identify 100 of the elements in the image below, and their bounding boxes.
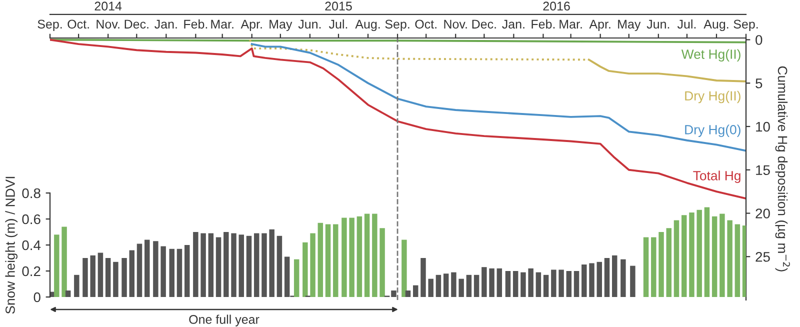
series-label: Wet Hg(II) bbox=[681, 49, 740, 62]
bar bbox=[238, 234, 244, 297]
bar bbox=[402, 240, 407, 297]
y-tick-label: 0.6 bbox=[22, 214, 40, 224]
bar bbox=[689, 212, 694, 297]
bar bbox=[302, 242, 308, 297]
bar bbox=[262, 233, 267, 297]
bar bbox=[512, 271, 518, 297]
y-tick-label: 0.4 bbox=[22, 240, 41, 250]
x-tick-label: Dec. bbox=[472, 20, 496, 29]
bar bbox=[184, 245, 190, 297]
x-tick-label: Nov. bbox=[96, 20, 120, 29]
bar bbox=[681, 215, 687, 297]
bar bbox=[720, 214, 725, 297]
bar bbox=[443, 274, 449, 297]
bar bbox=[727, 220, 732, 297]
bar bbox=[65, 290, 71, 297]
x-tick-label: Aug. bbox=[704, 20, 728, 32]
x-tick-label: Oct. bbox=[68, 20, 89, 29]
x2-tick-label: 2014 bbox=[94, 2, 122, 11]
bar bbox=[333, 224, 338, 297]
bar bbox=[160, 246, 166, 297]
x-tick-label: Mar. bbox=[560, 20, 582, 29]
bar bbox=[528, 268, 534, 297]
bar bbox=[436, 274, 442, 297]
bar bbox=[176, 248, 182, 297]
bar bbox=[420, 258, 426, 297]
x-tick-label: Sep. bbox=[38, 20, 62, 32]
x-tick-label: Apr. bbox=[589, 20, 610, 32]
y-tick-label: 5 bbox=[756, 78, 762, 88]
x-tick-label: Apr. bbox=[240, 20, 262, 32]
bar bbox=[153, 241, 158, 297]
bar bbox=[543, 274, 549, 297]
x-tick-label: Mar. bbox=[211, 20, 234, 29]
bar bbox=[596, 262, 602, 297]
bar bbox=[364, 214, 370, 297]
series-label: Total Hg bbox=[693, 170, 740, 183]
bar bbox=[224, 232, 229, 297]
bar bbox=[696, 210, 702, 297]
bar bbox=[169, 248, 174, 297]
bar bbox=[62, 226, 67, 297]
x-tick-label: Oct. bbox=[415, 20, 436, 29]
bar bbox=[200, 233, 206, 297]
bar bbox=[129, 250, 134, 297]
text: One full year bbox=[189, 314, 260, 326]
bar bbox=[643, 237, 649, 297]
bar bbox=[666, 228, 672, 297]
x-tick-label: Jul. bbox=[328, 19, 348, 29]
x-tick-label: Feb. bbox=[532, 19, 555, 29]
bar bbox=[558, 270, 564, 297]
bar bbox=[98, 252, 104, 297]
bar bbox=[342, 218, 347, 297]
bar bbox=[520, 272, 526, 297]
bar bbox=[310, 233, 316, 297]
bar bbox=[105, 258, 111, 297]
bar bbox=[474, 274, 480, 297]
bar bbox=[489, 268, 494, 297]
x-tick-label: Dec. bbox=[124, 20, 148, 29]
bar bbox=[90, 255, 96, 297]
bar bbox=[113, 262, 118, 297]
y-tick-label: 15 bbox=[756, 165, 770, 176]
bar bbox=[372, 214, 378, 297]
bar bbox=[74, 274, 80, 297]
y-tick-label: 0.2 bbox=[22, 266, 40, 276]
bar bbox=[496, 268, 502, 297]
bar bbox=[254, 233, 260, 297]
line-series bbox=[250, 43, 746, 152]
bar bbox=[451, 272, 456, 297]
bar bbox=[136, 244, 142, 297]
y-axis-title: Cumulative Hg deposition (µg m$^{−2}$) bbox=[775, 66, 790, 272]
x-tick-label: Jul. bbox=[677, 19, 696, 29]
bar bbox=[458, 278, 464, 297]
bar bbox=[742, 226, 746, 297]
bar bbox=[294, 259, 300, 297]
bar bbox=[574, 271, 580, 297]
series-label: Dry Hg(II) bbox=[685, 90, 740, 104]
bar bbox=[582, 264, 587, 297]
bar bbox=[349, 218, 354, 297]
x2-tick-label: 2016 bbox=[543, 2, 570, 11]
y-tick-label: 0.8 bbox=[22, 188, 40, 198]
bar bbox=[246, 236, 252, 297]
bar bbox=[82, 258, 88, 297]
series-label: Dry Hg(0) bbox=[685, 124, 740, 137]
bar bbox=[674, 220, 680, 297]
bar bbox=[356, 216, 362, 297]
y-tick-label: 25 bbox=[756, 252, 770, 262]
y-tick-label: 0 bbox=[34, 292, 40, 302]
bar bbox=[551, 270, 556, 297]
x-tick-label: Jun. bbox=[298, 20, 321, 29]
bar bbox=[734, 224, 740, 297]
bar bbox=[54, 234, 60, 297]
bar bbox=[630, 266, 636, 297]
bar bbox=[651, 237, 656, 297]
bar bbox=[269, 229, 274, 297]
bar bbox=[466, 274, 472, 297]
bar bbox=[193, 232, 198, 297]
x-tick-label: Sep. bbox=[385, 20, 410, 32]
bar bbox=[589, 263, 594, 297]
x-tick-label: Jan. bbox=[502, 20, 524, 29]
bar bbox=[704, 207, 710, 297]
